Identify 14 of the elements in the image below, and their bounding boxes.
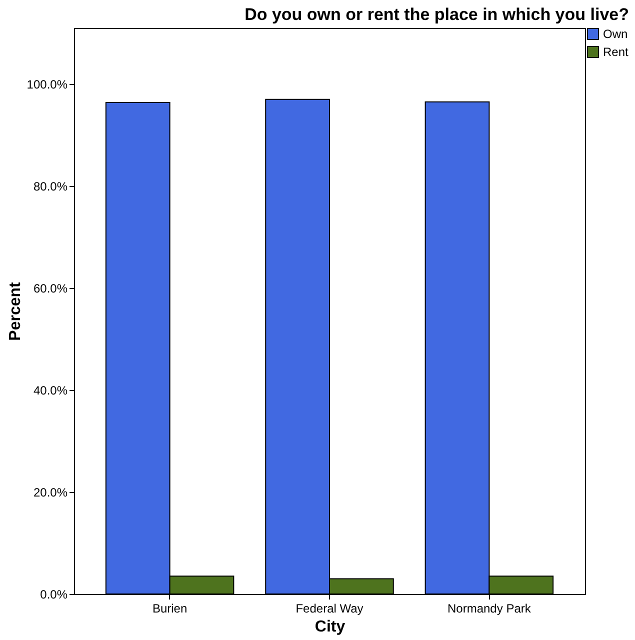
y-tick-label: 80.0%	[33, 180, 68, 194]
y-tick-label: 20.0%	[33, 486, 68, 500]
legend-label: Own	[603, 27, 628, 41]
x-axis-title: City	[314, 618, 346, 636]
x-tick-label: Burien	[152, 602, 188, 616]
chart-title: Do you own or rent the place in which you live?	[244, 5, 629, 24]
legend-label: Rent	[603, 45, 630, 59]
x-tick-label: Federal Way	[296, 602, 364, 616]
y-tick-label: 40.0%	[33, 384, 68, 398]
y-tick-label: 100.0%	[26, 78, 68, 92]
y-tick-label: 0.0%	[40, 588, 68, 602]
y-tick-label: 60.0%	[33, 282, 68, 296]
y-axis-title: Percent	[6, 281, 24, 341]
x-tick-label: Normandy Park	[448, 602, 532, 616]
